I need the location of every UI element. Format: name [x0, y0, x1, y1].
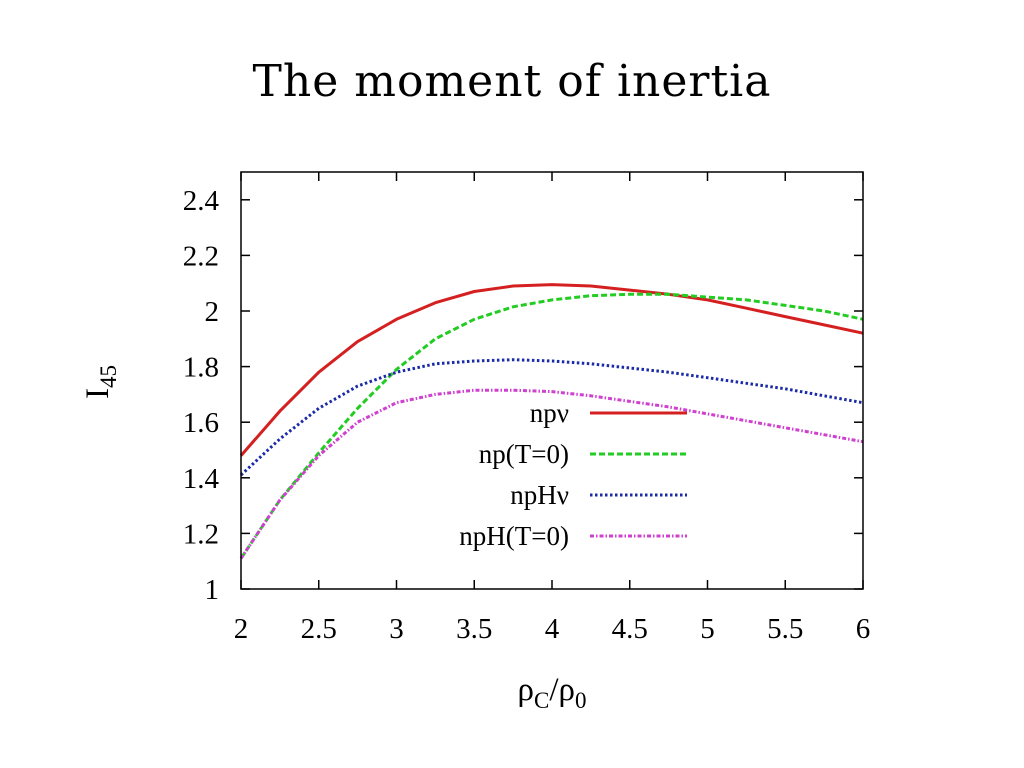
legend-label: npH(T=0) — [459, 521, 569, 551]
series-layer — [239, 283, 864, 560]
x-tick-label: 5.5 — [767, 613, 803, 645]
x-tick-label: 5 — [700, 613, 715, 645]
x-tick-label: 6 — [856, 613, 871, 645]
legend-label: npν — [530, 398, 569, 428]
series-line-0 — [239, 283, 864, 457]
y-axis-label-sub: 45 — [96, 365, 121, 388]
series-line-2 — [239, 358, 864, 477]
slide-title: The moment of inertia — [252, 56, 772, 107]
legend: npν np(T=0) npHν npH(T=0) — [459, 398, 687, 551]
y-axis-label-main: I — [80, 388, 116, 399]
x-tick-label: 2 — [234, 613, 249, 645]
y-tick-label: 1.8 — [183, 352, 219, 384]
ticks-layer: 2 2.5 3 3.5 4 4.5 5 5.5 6 1 1.2 1.4 1.6 1.8 2 2.2 2.4 — [183, 172, 871, 645]
y-tick-label: 1 — [205, 574, 220, 606]
legend-label: np(T=0) — [479, 439, 569, 469]
y-tick-label: 1.4 — [183, 463, 220, 495]
x-axis-label-main: ρ — [518, 672, 534, 708]
x-axis-label-mid: /ρ — [549, 672, 575, 708]
x-tick-label: 3.5 — [456, 613, 492, 645]
y-tick-label: 2.2 — [183, 240, 219, 272]
y-axis-label: I45 — [80, 365, 121, 399]
x-axis-label-sub1: C — [534, 688, 549, 713]
x-tick-label: 4.5 — [612, 613, 648, 645]
y-tick-label: 1.6 — [183, 407, 219, 439]
legend-label: npHν — [510, 480, 569, 510]
y-tick-label: 2 — [205, 296, 220, 328]
y-tick-label: 2.4 — [183, 185, 220, 217]
series-line-3 — [239, 388, 864, 560]
x-axis-label: ρC/ρ0 — [518, 672, 587, 713]
series-line-1 — [239, 292, 864, 560]
x-axis-label-sub2: 0 — [575, 688, 587, 713]
x-tick-label: 3 — [389, 613, 404, 645]
y-tick-label: 1.2 — [183, 518, 219, 550]
x-tick-label: 4 — [545, 613, 560, 645]
x-tick-label: 2.5 — [301, 613, 337, 645]
